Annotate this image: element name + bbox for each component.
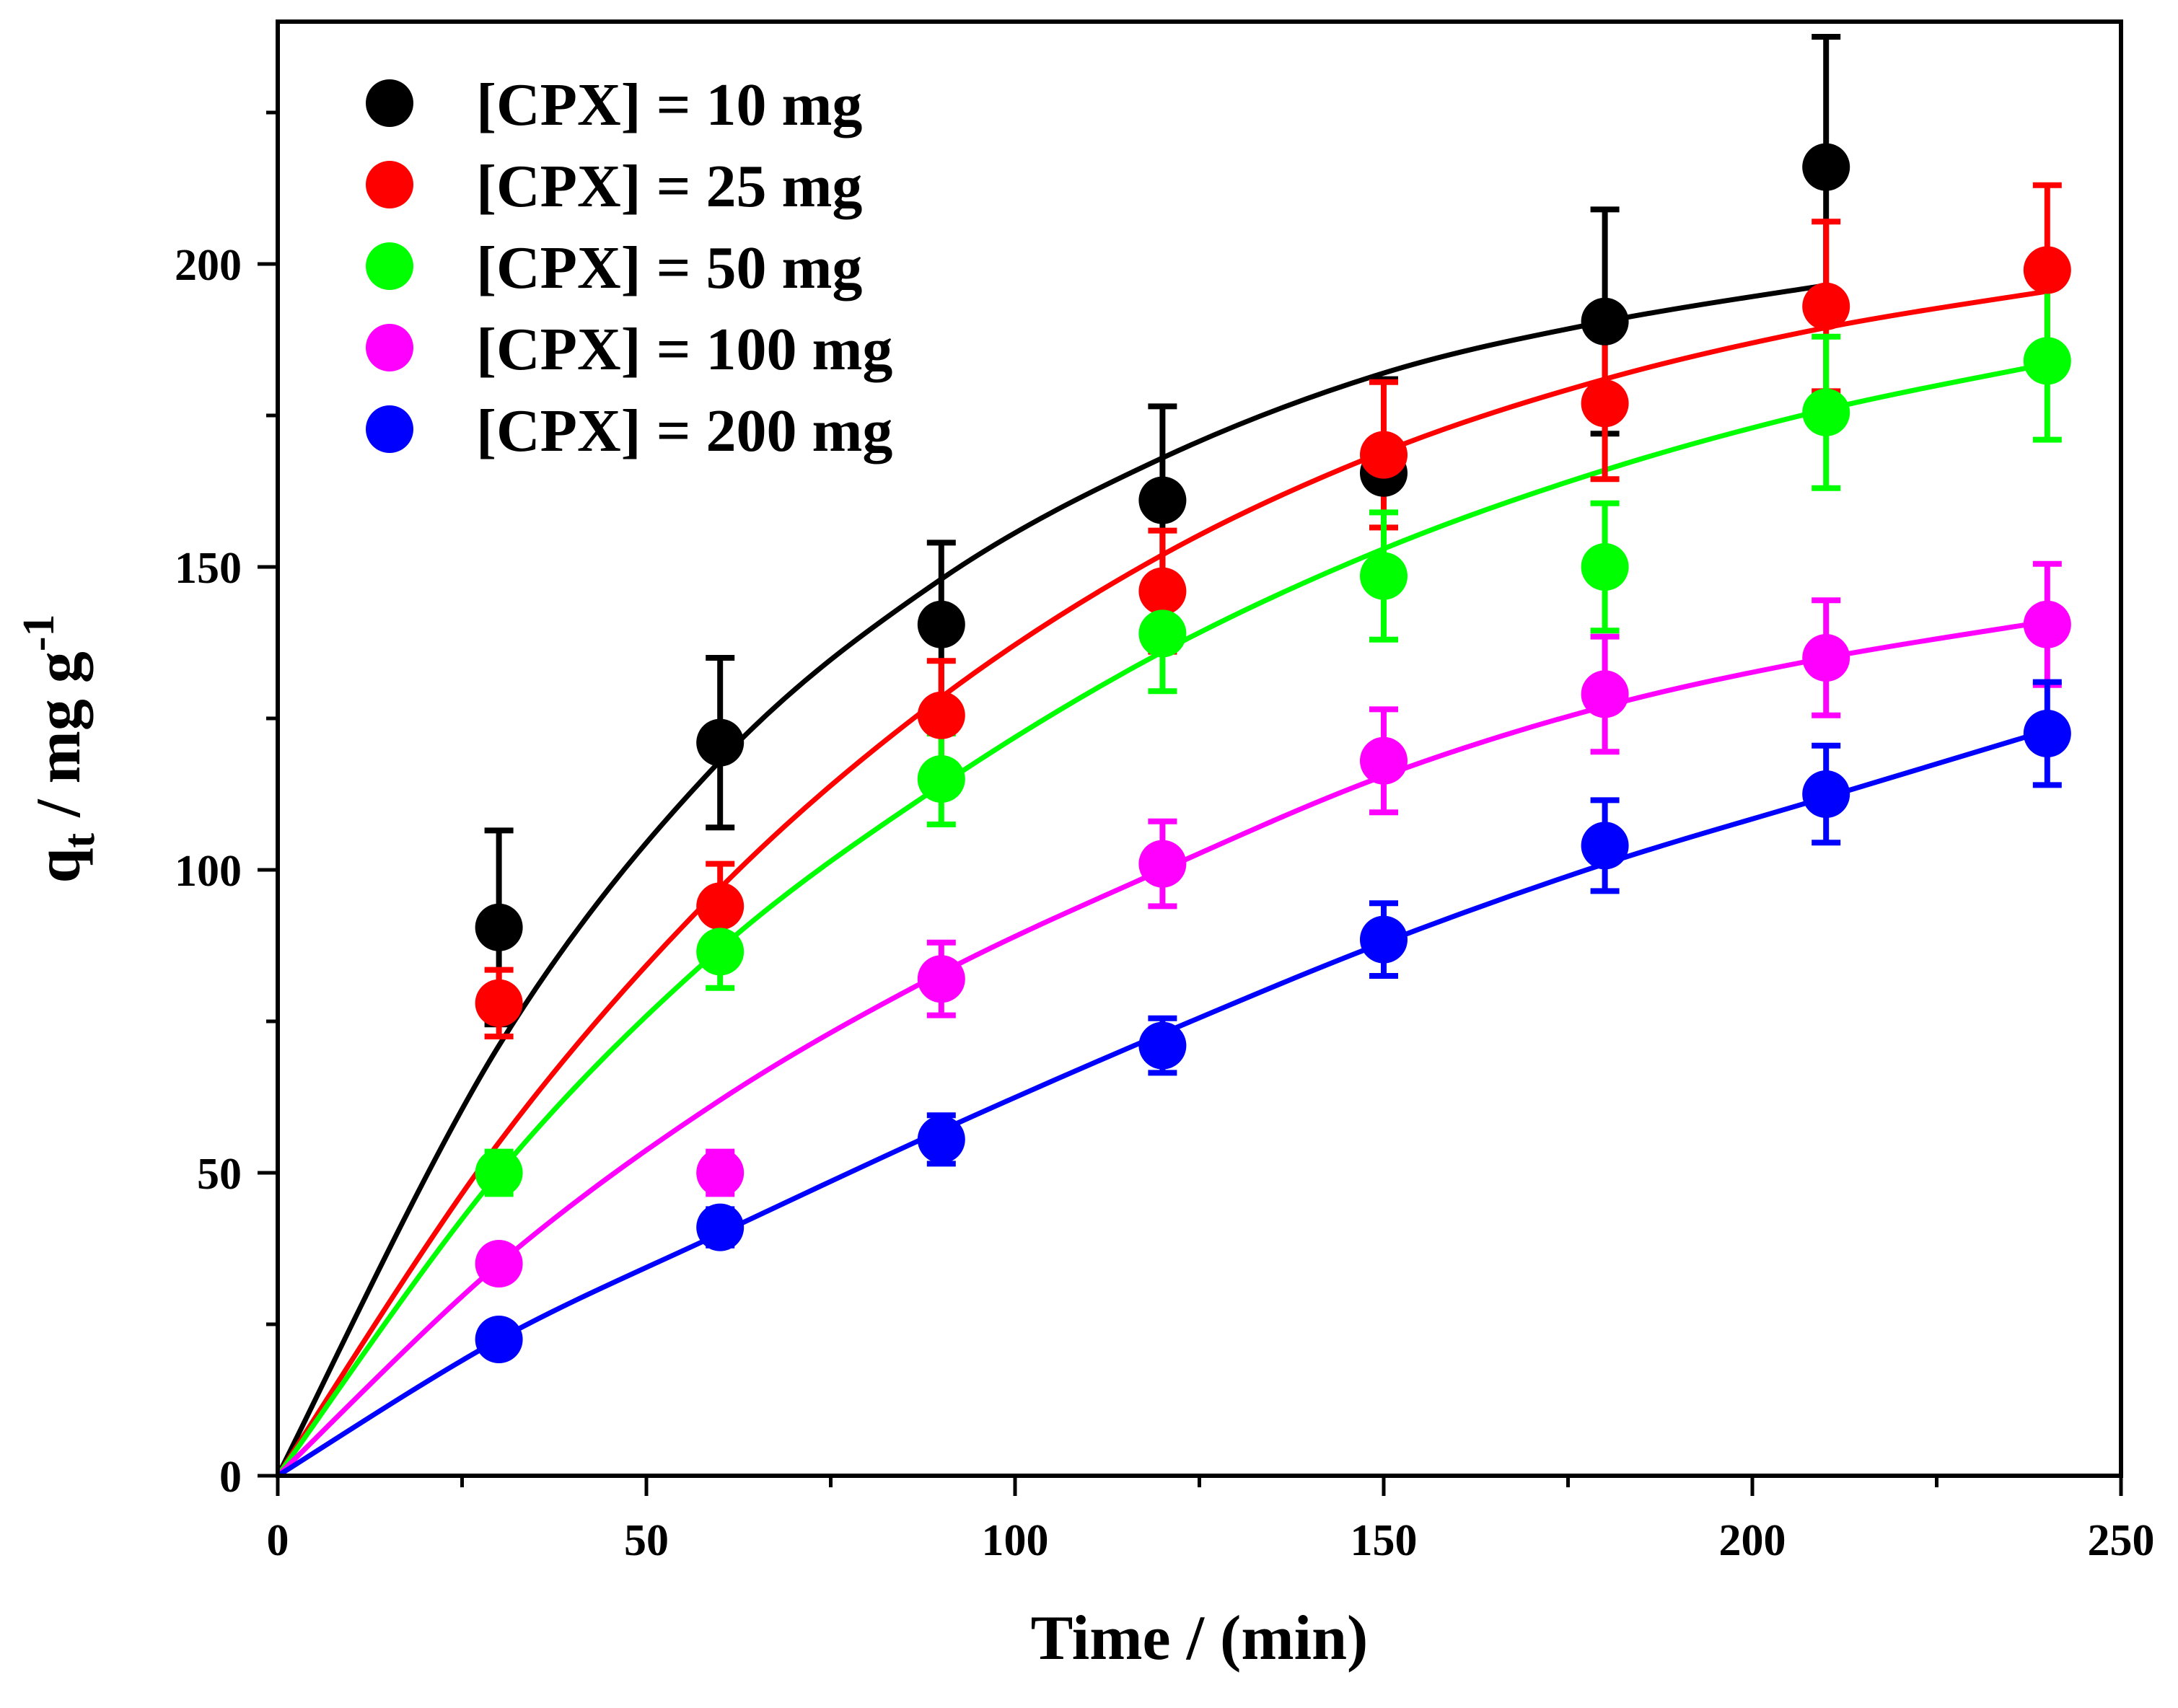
data-point-series-4: [1581, 822, 1629, 870]
legend: [CPX] = 10 mg [CPX] = 25 mg [CPX] = 50 mg […: [366, 71, 892, 465]
data-point-series-2: [1138, 609, 1187, 658]
fit-curve-series-0: [275, 282, 1827, 1477]
data-point-series-2: [2023, 337, 2071, 385]
y-axis-title-sup: -1: [14, 614, 63, 651]
y-axis-title-sub: t: [55, 833, 104, 848]
data-points: [475, 143, 2071, 1363]
data-point-series-3: [1138, 840, 1187, 888]
fit-curve-series-1: [276, 289, 2048, 1477]
legend-marker: [366, 405, 413, 453]
data-point-series-1: [917, 691, 965, 739]
data-point-series-2: [917, 755, 965, 803]
data-point-series-1: [1138, 567, 1187, 615]
y-axis-title-rest: / mg g: [24, 651, 94, 833]
data-point-series-3: [1581, 670, 1629, 718]
data-point-series-3: [696, 1149, 745, 1197]
legend-label: [CPX] = 50 mg: [476, 234, 862, 301]
y-tick-label: 50: [197, 1150, 242, 1199]
data-point-series-4: [2023, 710, 2071, 757]
data-point-series-3: [475, 1240, 523, 1287]
data-point-series-0: [475, 903, 523, 951]
legend-label: [CPX] = 200 mg: [476, 397, 892, 465]
fit-curve-series-3: [276, 619, 2048, 1478]
data-point-series-4: [1802, 770, 1850, 818]
data-point-series-1: [696, 882, 745, 930]
data-point-series-0: [1581, 297, 1629, 345]
data-point-series-2: [1802, 388, 1850, 436]
legend-marker: [366, 79, 413, 127]
y-tick-label: 200: [175, 241, 242, 290]
legend-label: [CPX] = 100 mg: [476, 316, 892, 383]
data-point-series-1: [1581, 379, 1629, 428]
x-tick-label: 0: [267, 1516, 289, 1565]
data-point-series-3: [1360, 736, 1408, 785]
y-axis-title-main: q: [24, 848, 94, 884]
legend-marker: [366, 242, 413, 290]
data-point-series-4: [1360, 915, 1408, 964]
data-point-series-4: [475, 1316, 523, 1363]
data-point-series-1: [475, 979, 523, 1027]
x-tick-label: 200: [1719, 1516, 1786, 1565]
y-tick-label: 100: [175, 847, 242, 896]
x-axis-title: Time / (min): [1031, 1603, 1369, 1673]
data-point-series-4: [917, 1115, 965, 1163]
data-point-series-4: [696, 1203, 745, 1251]
data-point-series-3: [2023, 600, 2071, 648]
data-point-series-3: [917, 955, 965, 1003]
data-point-series-4: [1138, 1021, 1187, 1070]
fit-curve-series-2: [276, 361, 2048, 1478]
data-point-series-1: [2023, 246, 2071, 294]
data-point-series-2: [1581, 543, 1629, 591]
y-tick-label: 150: [175, 544, 242, 593]
data-point-series-1: [1802, 282, 1850, 330]
x-tick-label: 250: [2088, 1516, 2155, 1565]
axes: 0 50 100 150 200 250 0 50 100 150 200: [175, 110, 2155, 1565]
legend-label: [CPX] = 25 mg: [476, 153, 862, 220]
legend-label: [CPX] = 10 mg: [476, 71, 862, 138]
data-point-series-2: [1360, 552, 1408, 600]
data-point-series-2: [696, 928, 745, 976]
y-tick-label: 0: [219, 1453, 242, 1502]
data-point-series-2: [475, 1149, 523, 1197]
x-tick-label: 50: [624, 1516, 669, 1565]
data-point-series-3: [1802, 634, 1850, 682]
y-axis-title: qt / mg g-1: [14, 614, 104, 883]
data-point-series-0: [696, 718, 745, 767]
x-tick-label: 150: [1351, 1516, 1418, 1565]
data-point-series-1: [1360, 431, 1408, 479]
data-point-series-0: [1138, 476, 1187, 524]
legend-marker: [366, 324, 413, 371]
data-point-series-0: [917, 600, 965, 648]
legend-marker: [366, 161, 413, 208]
x-tick-label: 100: [982, 1516, 1049, 1565]
data-point-series-0: [1802, 143, 1850, 191]
